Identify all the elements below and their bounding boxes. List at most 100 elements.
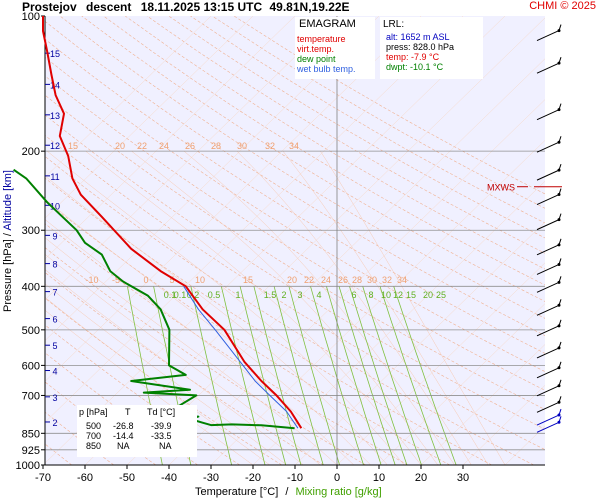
wind-barb-shaft [536,325,560,337]
adiabat-label: 20 [115,141,125,151]
adiabat-label: 34 [289,141,299,151]
mixing-ratio-label: 1.5 [264,290,277,300]
temperature-tick-label: -20 [245,472,261,484]
wind-barb [536,416,562,433]
wind-barb-shaft [536,244,560,256]
mixing-ratio-label: 4 [316,290,321,300]
altitude-tick-label: 3 [52,393,57,403]
pressure-tick-label: 700 [22,390,40,402]
table-header-td: Td [°C] [147,407,176,417]
mixing-ratio-label: 20 [423,290,433,300]
adiabat-label: 24 [321,275,331,285]
altitude-tick-label: 12 [50,141,60,151]
x-axis-title: Temperature [°C] / Mixing ratio [g/kg] [195,486,382,498]
adiabat-label: 5 [169,275,174,285]
temperature-tick-label: 20 [415,472,427,484]
lrl-alt: alt: 1652 m ASL [386,32,450,42]
wind-barb-dot [557,366,561,370]
helper-line [126,58,545,465]
table-cell-td: -39.9 [151,421,172,431]
helper-line [84,17,545,465]
wind-barb-dot [557,413,561,417]
temperature-tick-label: 30 [457,472,469,484]
wind-barb [536,136,562,153]
wind-barb-dot [557,262,561,266]
mixing-ratio-label: 15 [406,290,416,300]
adiabat-label: 34 [397,275,407,285]
mixing-ratio-label: 2 [281,290,286,300]
helper-line [45,16,422,382]
wind-barb [536,341,562,359]
adiabat-label: 24 [159,141,169,151]
mixing-ratio-label: 6 [351,290,356,300]
lrl-title: LRL: [383,19,405,30]
helper-line [45,16,464,423]
legend-box: EMAGRAM temperature virt.temp. dew point… [295,17,375,79]
adiabat-label: 26 [185,141,195,151]
adiabat-label: 15 [243,275,253,285]
helper-line [462,384,545,465]
helper-line [45,16,380,341]
mxws-label: MXWS [487,183,515,193]
adiabat-label: 20 [287,275,297,285]
series-line-dew-point [13,168,295,430]
altitude-tick-label: 10 [50,201,60,211]
wind-barb-dot [557,346,561,350]
wind-barb [536,163,562,181]
wind-barb-shaft [536,414,560,426]
wind-barb [536,319,562,337]
helper-line [45,16,254,219]
temperature-tick-label: -30 [203,472,219,484]
wind-barb-shaft [536,347,560,359]
adiabat-label: 22 [304,275,314,285]
table-cell-p: 850 [86,441,102,451]
dry-adiabat-line [212,16,545,209]
mixing-ratio-label: 25 [436,290,446,300]
wind-barb-shaft [536,304,560,316]
altitude-tick-label: 6 [52,315,57,325]
dry-adiabat-line [125,16,545,270]
helper-line [252,180,545,465]
lrl-box: LRL: alt: 1652 m ASL press: 828.0 hPa te… [380,17,483,79]
wind-barb-dot [557,140,561,144]
wind-barb-shaft [536,194,560,205]
pressure-tick-label: 300 [22,225,40,237]
adiabat-label: 22 [137,141,147,151]
dry-adiabat-line [45,20,545,337]
table-row: 850 NA NA [77,441,197,451]
legend-item-temperature: temperature [297,34,346,44]
pressure-tick-label: 1000 [16,460,40,472]
sounding-mode: descent [86,0,132,14]
temperature-tick-label: -10 [287,472,303,484]
dry-adiabat-line [45,94,545,410]
altitude-tick-label: 8 [52,260,57,270]
altitude-tick-label: 14 [50,80,60,90]
y-axis-title-pressure: Pressure [hPa] [2,239,14,312]
dry-adiabat-line [45,56,545,372]
series-line-temperature [42,16,303,429]
helper-line [45,16,506,464]
wind-barb [536,103,562,121]
dry-adiabat-line [45,156,534,465]
altitude-tick-label: 15 [50,49,60,59]
y-axis-title: Pressure [hPa] / Altitude [km] [2,156,16,326]
wind-barb [536,213,562,231]
pressure-tick-label: 200 [22,146,40,158]
wind-barb-dot [557,243,561,247]
adiabat-label: 32 [265,141,275,151]
wind-barb [536,361,562,379]
pressure-tick-label: 850 [22,428,40,440]
wind-barb [536,188,562,205]
altitude-tick-label: 11 [50,172,59,182]
series-line-wet-bulb-temp [183,286,299,429]
lrl-temp: temp: -7.9 °C [386,52,440,62]
wind-barb-shaft [536,30,560,42]
wind-barb [536,408,562,426]
wind-barb-shaft [536,219,560,231]
temperature-tick-label: -70 [35,472,51,484]
altitude-tick-label: 13 [50,111,60,121]
y-axis-title-altitude: Altitude [km] [2,170,14,231]
wind-barb-dot [557,420,561,424]
station-name: Prostejov [22,0,77,14]
